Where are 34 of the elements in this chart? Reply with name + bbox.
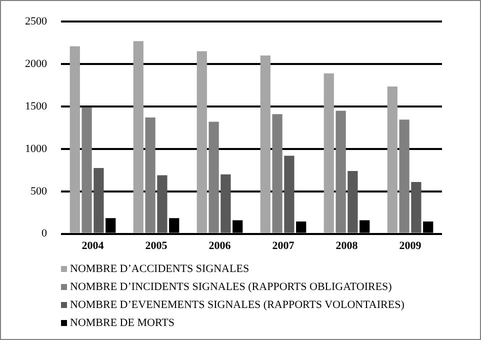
bar — [336, 110, 346, 233]
bar — [196, 51, 207, 233]
bar — [260, 56, 270, 233]
bar — [94, 168, 104, 233]
bar — [157, 175, 168, 233]
bar — [133, 41, 144, 233]
x-tick-label: 2006 — [208, 240, 232, 252]
legend-label: NOMBRE D’ACCIDENTS SIGNALES — [69, 262, 250, 277]
bar — [145, 118, 156, 233]
y-tick-label: 0 — [42, 228, 48, 240]
x-tick-label: 2008 — [336, 240, 358, 252]
y-tick-label: 2000 — [25, 58, 48, 70]
bar — [220, 174, 231, 233]
bar — [70, 46, 80, 233]
x-tick-label: 2007 — [272, 240, 295, 252]
bar — [387, 86, 398, 233]
y-tick-label: 1000 — [25, 142, 48, 155]
y-tick-label: 2500 — [25, 15, 48, 28]
bar — [324, 73, 334, 233]
y-tick-label: 1500 — [25, 100, 48, 112]
bar — [399, 120, 410, 233]
bar — [411, 182, 422, 233]
bar — [272, 114, 282, 233]
legend-label: NOMBRE D’INCIDENTS SIGNALES (RAPPORTS OBLIGATOIRES) — [69, 280, 393, 295]
x-tick-label: 2004 — [82, 240, 104, 252]
legend-label: NOMBRE D’EVENEMENTS SIGNALES (RAPPORTS VOLONTAIRES) — [69, 298, 404, 313]
y-tick-label: 500 — [30, 185, 48, 198]
bar — [82, 107, 92, 233]
bar — [284, 156, 294, 233]
legend-label: NOMBRE DE MORTS — [69, 316, 176, 331]
bar — [208, 122, 219, 233]
x-tick-label: 2005 — [145, 240, 168, 252]
bar — [348, 170, 358, 233]
x-tick-label: 2009 — [399, 240, 422, 252]
